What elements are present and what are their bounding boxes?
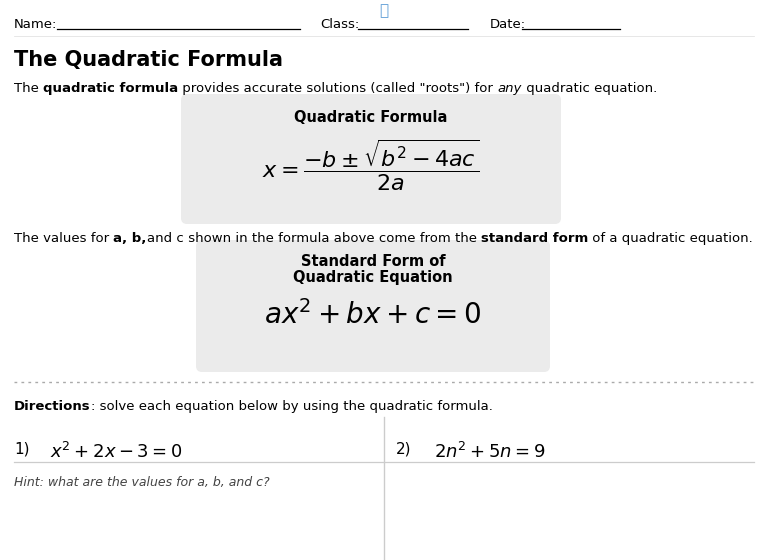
- Text: The: The: [14, 82, 43, 95]
- Text: a, b,: a, b,: [114, 232, 147, 245]
- Text: 1): 1): [14, 442, 29, 457]
- Text: Hint: what are the values for a, b, and c?: Hint: what are the values for a, b, and …: [14, 476, 270, 489]
- Text: $x = \dfrac{-b \pm \sqrt{b^2 - 4ac}}{2a}$: $x = \dfrac{-b \pm \sqrt{b^2 - 4ac}}{2a}…: [263, 138, 479, 193]
- Text: Quadratic Formula: Quadratic Formula: [294, 110, 448, 125]
- Text: Standard Form of: Standard Form of: [301, 254, 445, 269]
- Text: 🕶: 🕶: [379, 3, 389, 18]
- Text: $2n^2 + 5n = 9$: $2n^2 + 5n = 9$: [434, 442, 545, 462]
- Text: Class:: Class:: [320, 18, 359, 31]
- Text: 2): 2): [396, 442, 412, 457]
- Text: quadratic formula: quadratic formula: [43, 82, 178, 95]
- Text: Date:: Date:: [490, 18, 526, 31]
- FancyBboxPatch shape: [181, 94, 561, 224]
- Text: Quadratic Equation: Quadratic Equation: [293, 270, 453, 285]
- FancyBboxPatch shape: [196, 240, 550, 372]
- Text: The values for: The values for: [14, 232, 114, 245]
- Text: : solve each equation below by using the quadratic formula.: : solve each equation below by using the…: [91, 400, 492, 413]
- Text: any: any: [498, 82, 521, 95]
- Text: shown in the formula above come from the: shown in the formula above come from the: [184, 232, 481, 245]
- Text: quadratic equation.: quadratic equation.: [521, 82, 657, 95]
- Text: The Quadratic Formula: The Quadratic Formula: [14, 50, 283, 70]
- Text: provides accurate solutions (called "roots") for: provides accurate solutions (called "roo…: [178, 82, 498, 95]
- Text: $x^2 + 2x - 3 = 0$: $x^2 + 2x - 3 = 0$: [50, 442, 182, 462]
- Text: and c: and c: [147, 232, 184, 245]
- Text: Name:: Name:: [14, 18, 58, 31]
- Text: of a quadratic equation.: of a quadratic equation.: [588, 232, 753, 245]
- Text: Directions: Directions: [14, 400, 91, 413]
- Text: standard form: standard form: [481, 232, 588, 245]
- Text: $ax^2 + bx + c = 0$: $ax^2 + bx + c = 0$: [264, 300, 482, 330]
